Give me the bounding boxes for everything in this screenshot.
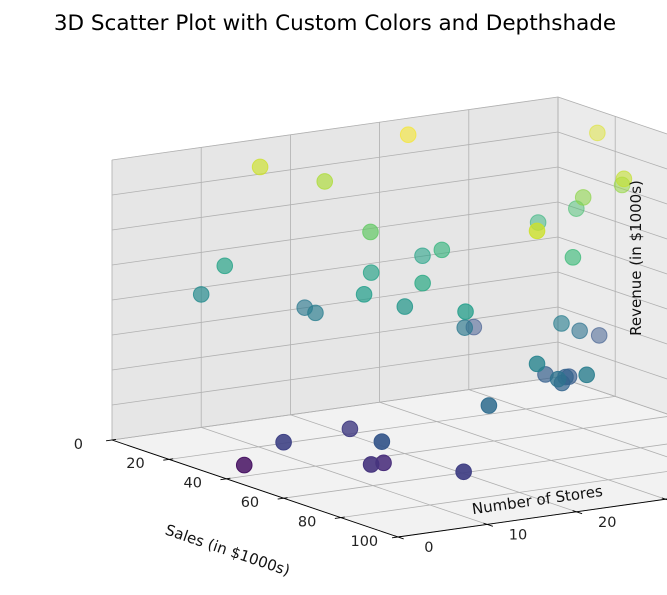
x-grid-line: [340, 471, 667, 518]
scatter-point: [457, 303, 474, 320]
scatter-point: [341, 420, 359, 438]
scatter-point: [528, 222, 546, 240]
z-grid-line: [111, 236, 559, 301]
z-grid-line: [111, 341, 559, 406]
scatter-point: [355, 286, 373, 303]
scatter-point: [571, 322, 588, 340]
x-grid-line: [283, 443, 667, 499]
data-points: [192, 124, 633, 481]
scatter-point: [373, 433, 391, 450]
x-tick-label: 80: [298, 514, 316, 530]
scatter-point: [192, 286, 210, 303]
y-grid-line: [468, 389, 667, 458]
y-axis-line: [397, 498, 667, 538]
scatter-point: [216, 257, 234, 275]
x-grid-line: [226, 416, 667, 480]
z-grid-line: [557, 236, 667, 275]
x-tick-label: 40: [184, 476, 202, 492]
y-grid-line: [201, 427, 488, 525]
scatter-point: [480, 397, 498, 414]
scatter-point: [574, 189, 592, 206]
z-grid-line: [557, 341, 667, 380]
x-tick: [220, 477, 231, 481]
y-tick: [572, 510, 583, 515]
scatter-point: [456, 319, 474, 336]
y-tick: [394, 535, 404, 540]
chart-title: 3D Scatter Plot with Custom Colors and D…: [54, 11, 616, 36]
scatter-point: [307, 304, 324, 322]
z-grid-line: [557, 166, 667, 205]
z-grid-line: [557, 96, 667, 135]
x-tick-label: 60: [241, 495, 259, 511]
z-grid-line: [111, 201, 559, 266]
scatter-point: [590, 327, 608, 344]
scatter-point: [578, 366, 595, 384]
x-tick-label: 20: [126, 456, 144, 472]
scatter-point: [362, 223, 379, 241]
z-grid-line: [557, 271, 667, 310]
z-grid-line: [111, 131, 559, 196]
tick-marks: [105, 438, 667, 540]
y-grid-line: [290, 414, 577, 513]
y-tick-label: 0: [424, 540, 433, 556]
z-grid-line: [557, 306, 667, 345]
scatter-point: [235, 456, 253, 474]
y-tick-label: 10: [509, 527, 527, 543]
x-tick: [334, 516, 345, 519]
x-grid-line: [169, 396, 616, 460]
z-grid-line: [111, 376, 559, 441]
axis-panes: [111, 96, 667, 538]
z-grid-line: [557, 376, 667, 415]
scatter-point: [275, 433, 292, 451]
scatter-point: [362, 264, 380, 281]
scatter-point: [549, 370, 567, 388]
scatter-point: [414, 274, 431, 292]
scatter-point: [362, 456, 380, 473]
x-axis-label: Sales (in $1000s): [163, 521, 292, 580]
scatter-point: [251, 158, 269, 176]
x-tick-label: 0: [74, 437, 83, 453]
scatter-point: [433, 241, 451, 259]
scatter-point: [455, 463, 472, 481]
y-tick-label: 20: [598, 515, 616, 531]
scatter-point: [414, 247, 431, 265]
scatter-point: [553, 315, 570, 332]
scatter-point: [399, 126, 417, 143]
scatter-point: [564, 249, 582, 266]
tick-labels: 0204060801000102030405002550751001251501…: [74, 437, 617, 556]
z-axis-label: Revenue (in $1000s): [627, 180, 645, 336]
scatter-point: [316, 173, 334, 190]
z-grid-line: [111, 96, 559, 161]
z-grid-line: [557, 201, 667, 240]
x-tick: [391, 535, 403, 539]
x-tick: [105, 438, 117, 442]
x-tick: [277, 497, 288, 500]
x-tick-label: 100: [350, 534, 378, 550]
y-grid-line: [379, 401, 666, 500]
y-tick: [483, 522, 494, 527]
axis-lines: [111, 439, 667, 538]
scatter-point: [528, 355, 546, 373]
z-grid-line: [111, 306, 559, 371]
z-grid-line: [111, 271, 559, 336]
x-axis-line: [111, 439, 399, 538]
z-grid-line: [111, 166, 559, 231]
scatter-point: [396, 298, 414, 315]
scatter-point: [589, 124, 606, 142]
x-tick: [163, 458, 174, 461]
z-grid-line: [557, 131, 667, 170]
scatter-point: [615, 170, 633, 188]
